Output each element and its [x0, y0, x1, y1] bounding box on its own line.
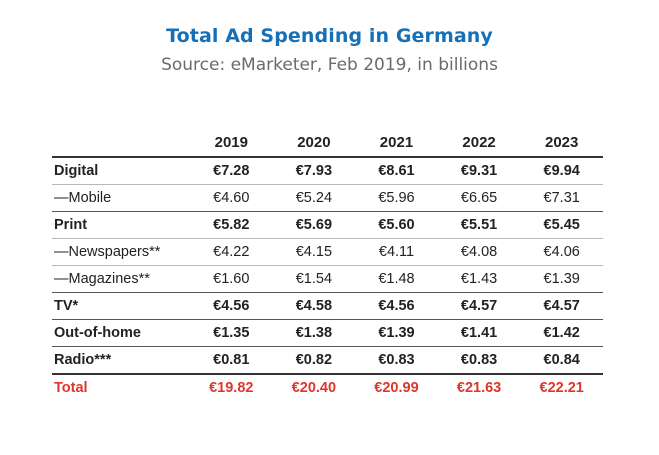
value-cell: €5.51	[437, 211, 521, 239]
value-cell: €1.43	[437, 265, 521, 293]
value-cell: €1.38	[272, 319, 356, 347]
table-row: Out-of-home €1.35 €1.38 €1.39 €1.41 €1.42	[52, 319, 603, 347]
column-header: 2019	[214, 133, 248, 151]
value-cell: €7.93	[272, 156, 356, 185]
header-row: 2019 2020 2021 2022 2023	[52, 128, 603, 157]
value-cell: €19.82	[190, 373, 273, 401]
value-cell: €1.39	[355, 319, 438, 347]
value-cell: €1.60	[190, 265, 273, 293]
value-cell: €0.83	[437, 346, 521, 374]
value-cell: €22.21	[520, 373, 603, 401]
row-label: —Magazines**	[52, 265, 190, 293]
value-cell: €4.11	[355, 238, 438, 266]
value-cell: €0.81	[190, 346, 273, 374]
table-row: —Mobile €4.60 €5.24 €5.96 €6.65 €7.31	[52, 184, 603, 212]
column-header: 2021	[379, 133, 414, 151]
value-cell: €1.35	[190, 319, 273, 347]
row-label: —Mobile	[52, 184, 190, 212]
value-cell: €7.31	[520, 184, 603, 212]
value-cell: €1.41	[437, 319, 521, 347]
row-label: Print	[52, 211, 190, 239]
value-cell: €1.48	[355, 265, 438, 293]
table-row: —Newspapers** €4.22 €4.15 €4.11 €4.08 €4.06	[52, 238, 603, 266]
value-cell: €4.15	[272, 238, 356, 266]
value-cell: €4.08	[437, 238, 521, 266]
value-cell: €4.56	[190, 292, 273, 320]
value-cell: €5.96	[355, 184, 438, 212]
value-cell: €8.61	[355, 156, 438, 185]
value-cell: €0.82	[272, 346, 356, 374]
value-cell: €4.06	[520, 238, 603, 266]
chart-title: Total Ad Spending in Germany	[166, 25, 493, 47]
value-cell: €1.42	[520, 319, 603, 347]
value-cell: €7.28	[190, 156, 273, 185]
row-label: TV*	[52, 292, 190, 320]
value-cell: €20.40	[272, 373, 356, 401]
table-row: TV* €4.56 €4.58 €4.56 €4.57 €4.57	[52, 292, 603, 320]
row-label: —Newspapers**	[52, 238, 190, 266]
value-cell: €4.22	[190, 238, 273, 266]
value-cell: €5.60	[355, 211, 438, 239]
total-row: Total €19.82 €20.40 €20.99 €21.63 €22.21	[52, 373, 603, 401]
value-cell: €4.58	[272, 292, 356, 320]
table-row: —Magazines** €1.60 €1.54 €1.48 €1.43 €1.39	[52, 265, 603, 293]
chart-subtitle: Source: eMarketer, Feb 2019, in billions	[161, 55, 498, 75]
row-label: Total	[52, 373, 190, 401]
value-cell: €9.94	[520, 156, 603, 185]
value-cell: €5.45	[520, 211, 603, 239]
value-cell: €1.39	[520, 265, 603, 293]
column-header: 2023	[545, 133, 579, 151]
table-row: Print €5.82 €5.69 €5.60 €5.51 €5.45	[52, 211, 603, 239]
column-header: 2022	[462, 133, 496, 151]
value-cell: €0.83	[355, 346, 438, 374]
value-cell: €0.84	[520, 346, 603, 374]
table-row: Radio*** €0.81 €0.82 €0.83 €0.83 €0.84	[52, 346, 603, 374]
value-cell: €9.31	[437, 156, 521, 185]
ad-spending-table: 2019 2020 2021 2022 2023 Digital €7.28 €7.…	[52, 128, 603, 401]
row-label: Digital	[52, 156, 190, 185]
row-label: Out-of-home	[52, 319, 190, 347]
table-row: Digital €7.28 €7.93 €8.61 €9.31 €9.94	[52, 156, 603, 185]
value-cell: €5.24	[272, 184, 356, 212]
value-cell: €6.65	[437, 184, 521, 212]
value-cell: €4.56	[355, 292, 438, 320]
value-cell: €4.60	[190, 184, 273, 212]
row-label: Radio***	[52, 346, 190, 374]
value-cell: €20.99	[355, 373, 438, 401]
value-cell: €4.57	[437, 292, 521, 320]
value-cell: €21.63	[437, 373, 521, 401]
column-header: 2020	[297, 133, 331, 151]
value-cell: €5.69	[272, 211, 356, 239]
value-cell: €5.82	[190, 211, 273, 239]
header-corner	[52, 128, 190, 157]
value-cell: €1.54	[272, 265, 356, 293]
value-cell: €4.57	[520, 292, 603, 320]
